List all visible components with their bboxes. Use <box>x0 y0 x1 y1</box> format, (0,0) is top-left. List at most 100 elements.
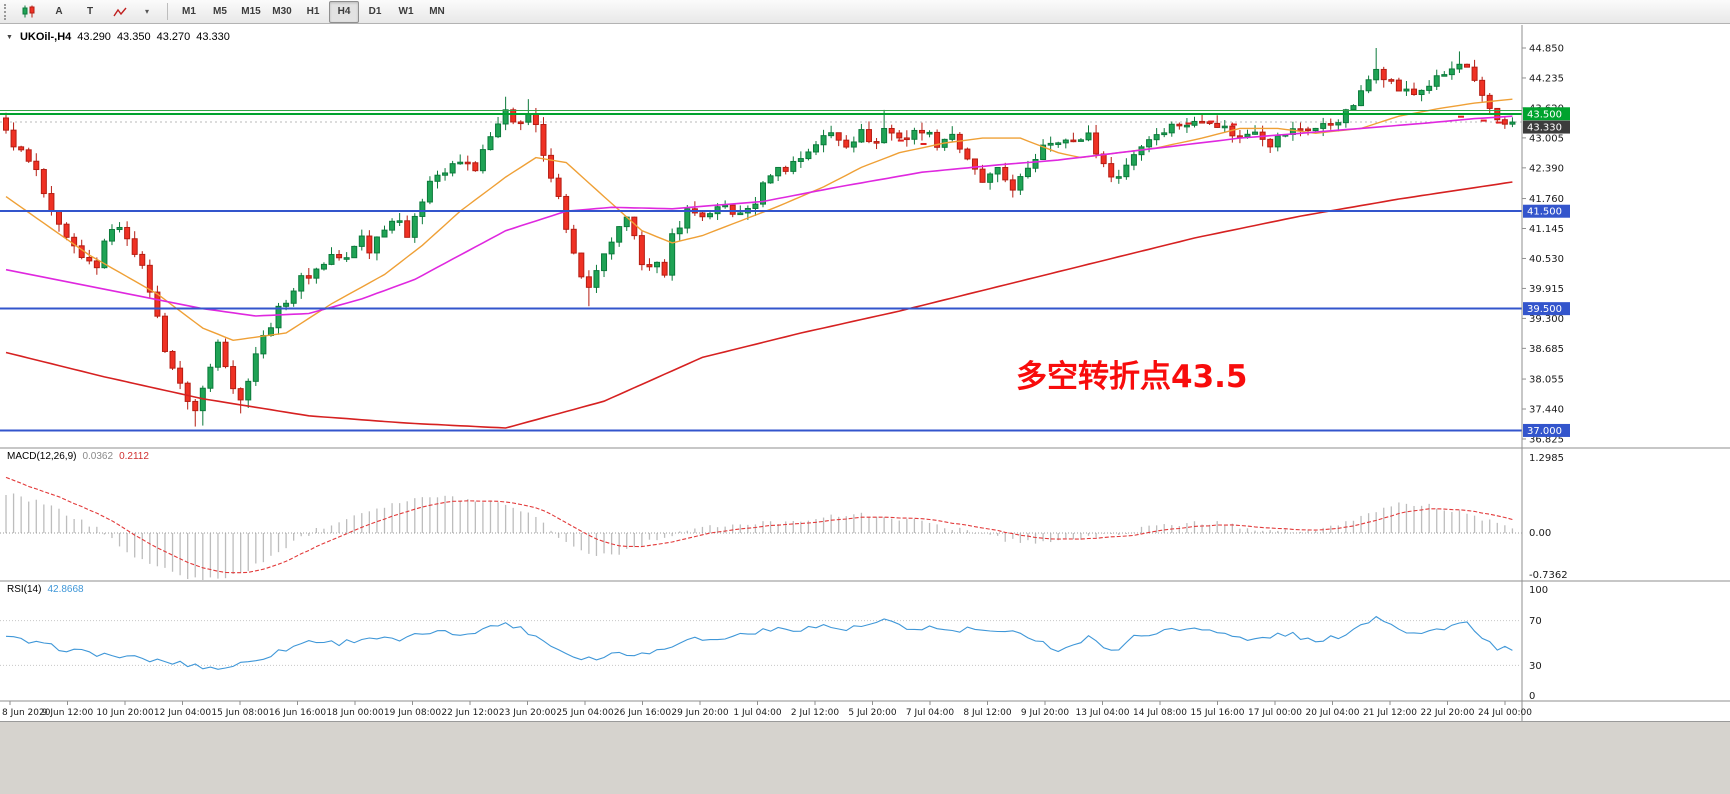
chart-high-value: 43.350 <box>116 31 151 43</box>
zigzag-tool-button[interactable] <box>106 1 134 23</box>
svg-text:17 Jul 00:00: 17 Jul 00:00 <box>1248 708 1302 718</box>
chart-canvas[interactable]: 44.85044.23543.62043.00542.39041.76041.1… <box>0 25 1730 721</box>
svg-text:10 Jun 20:00: 10 Jun 20:00 <box>96 708 153 718</box>
svg-text:44.235: 44.235 <box>1529 73 1564 84</box>
chart-symbol-label: UKOil-,H4 <box>19 31 72 43</box>
svg-text:36.825: 36.825 <box>1529 434 1564 445</box>
ma-mid-line <box>5 115 1513 317</box>
svg-text:8 Jul 12:00: 8 Jul 12:00 <box>963 708 1012 718</box>
svg-text:41.760: 41.760 <box>1529 194 1564 205</box>
svg-text:22 Jul 20:00: 22 Jul 20:00 <box>1421 708 1475 718</box>
svg-text:23 Jun 20:00: 23 Jun 20:00 <box>499 708 556 718</box>
timeframe-button-m1[interactable]: M1 <box>182 6 196 17</box>
svg-text:20 Jul 04:00: 20 Jul 04:00 <box>1306 708 1360 718</box>
text-annotation-button[interactable]: A <box>55 6 63 17</box>
macd-main-value: 0.0362 <box>82 451 114 462</box>
macd-axis: 1.2985 0.00 -0.7362 <box>1529 453 1568 581</box>
toolbar-separator <box>167 3 168 20</box>
svg-text:21 Jul 12:00: 21 Jul 12:00 <box>1363 708 1417 718</box>
svg-text:7 Jul 04:00: 7 Jul 04:00 <box>906 708 955 718</box>
svg-text:15 Jun 08:00: 15 Jun 08:00 <box>211 708 268 718</box>
chart-title: ▼ UKOil-,H4 43.290 43.350 43.270 43.330 <box>6 31 230 43</box>
timeframe-button-d1[interactable]: D1 <box>368 6 382 17</box>
macd-histogram <box>0 493 1522 581</box>
svg-text:41.145: 41.145 <box>1529 224 1564 235</box>
macd-signal-value: 0.2112 <box>119 451 149 462</box>
svg-text:15 Jul 16:00: 15 Jul 16:00 <box>1191 708 1245 718</box>
svg-text:5 Jul 20:00: 5 Jul 20:00 <box>848 708 897 718</box>
toolbar: A T ▾ M1 M5 M15 M30 H1 H4 D1 W1 MN <box>0 0 1730 24</box>
chart-low-value: 43.270 <box>156 31 191 43</box>
panel-borders <box>0 25 1730 721</box>
svg-text:43.005: 43.005 <box>1529 133 1564 144</box>
rsi-axis: 100 70 30 0 <box>1529 585 1548 702</box>
candlestick-chart-icon <box>22 5 35 18</box>
macd-panel-label: MACD(12,26,9) 0.0362 0.2112 <box>7 451 149 462</box>
svg-text:18 Jun 00:00: 18 Jun 00:00 <box>326 708 383 718</box>
chart-background <box>0 25 1730 721</box>
timeframe-button-h4[interactable]: H4 <box>329 0 359 23</box>
svg-text:8 Jun 2020: 8 Jun 2020 <box>2 708 51 718</box>
svg-text:16 Jun 16:00: 16 Jun 16:00 <box>269 708 326 718</box>
svg-text:0: 0 <box>1529 691 1535 702</box>
chart-close-value: 43.330 <box>196 31 230 43</box>
svg-text:1 Jul 04:00: 1 Jul 04:00 <box>733 708 782 718</box>
svg-text:24 Jul 00:00: 24 Jul 00:00 <box>1478 708 1532 718</box>
svg-text:42.390: 42.390 <box>1529 163 1564 174</box>
svg-text:19 Jun 08:00: 19 Jun 08:00 <box>384 708 441 718</box>
svg-text:12 Jun 04:00: 12 Jun 04:00 <box>154 708 211 718</box>
svg-text:41.500: 41.500 <box>1527 207 1562 218</box>
svg-text:25 Jun 04:00: 25 Jun 04:00 <box>556 708 613 718</box>
timeframe-button-m30[interactable]: M30 <box>272 6 292 17</box>
svg-text:9 Jun 12:00: 9 Jun 12:00 <box>42 708 94 718</box>
candlestick-chart-button[interactable] <box>15 1 43 23</box>
text-label-button[interactable]: T <box>86 6 94 17</box>
timeframe-button-m5[interactable]: M5 <box>213 6 227 17</box>
rsi-line <box>5 615 1513 670</box>
timeframe-button-h1[interactable]: H1 <box>306 6 320 17</box>
svg-text:0.00: 0.00 <box>1529 528 1551 539</box>
chart-open-value: 43.290 <box>77 31 111 43</box>
chart-area: 44.85044.23543.62043.00542.39041.76041.1… <box>0 25 1730 721</box>
svg-text:2 Jul 12:00: 2 Jul 12:00 <box>791 708 840 718</box>
trade-markers <box>897 115 1502 145</box>
toolbar-drag-handle[interactable] <box>4 3 10 20</box>
svg-text:1.2985: 1.2985 <box>1529 453 1564 464</box>
annotation-text: 多空转折点43.5 <box>1016 359 1248 395</box>
timeframe-group: M1 M5 M15 M30 H1 H4 D1 W1 MN <box>174 0 452 23</box>
macd-signal-line <box>5 476 1513 574</box>
svg-text:9 Jul 20:00: 9 Jul 20:00 <box>1021 708 1070 718</box>
chart-collapse-icon[interactable]: ▼ <box>6 33 13 41</box>
svg-text:38.055: 38.055 <box>1529 375 1564 386</box>
svg-text:39.915: 39.915 <box>1529 284 1564 295</box>
rsi-panel-label: RSI(14) 42.8668 <box>7 584 84 595</box>
window-bottom-area <box>0 721 1730 794</box>
svg-text:29 Jun 20:00: 29 Jun 20:00 <box>671 708 728 718</box>
horizontal-lines <box>0 110 1522 432</box>
ma-fast-line <box>5 98 1513 342</box>
zigzag-icon <box>113 7 127 16</box>
rsi-value: 42.8668 <box>47 584 84 595</box>
svg-text:22 Jun 12:00: 22 Jun 12:00 <box>441 708 498 718</box>
svg-text:70: 70 <box>1529 616 1542 627</box>
rsi-title: RSI(14) <box>7 584 42 595</box>
timeframe-button-mn[interactable]: MN <box>429 6 445 17</box>
svg-text:39.500: 39.500 <box>1527 304 1562 315</box>
svg-text:100: 100 <box>1529 585 1548 596</box>
svg-text:26 Jun 16:00: 26 Jun 16:00 <box>614 708 671 718</box>
svg-text:43.330: 43.330 <box>1527 123 1562 134</box>
macd-title: MACD(12,26,9) <box>7 451 77 462</box>
svg-text:37.440: 37.440 <box>1529 405 1564 416</box>
timeframe-button-m15[interactable]: M15 <box>241 6 261 17</box>
svg-text:39.300: 39.300 <box>1529 314 1564 325</box>
svg-text:40.530: 40.530 <box>1529 254 1564 265</box>
ma-slow-line <box>5 181 1513 429</box>
timeframe-button-w1[interactable]: W1 <box>398 6 414 17</box>
svg-text:38.685: 38.685 <box>1529 344 1564 355</box>
svg-text:37.000: 37.000 <box>1527 426 1562 437</box>
toolbar-dropdown-button[interactable]: ▾ <box>144 7 149 16</box>
svg-text:-0.7362: -0.7362 <box>1529 570 1568 581</box>
svg-text:13 Jul 04:00: 13 Jul 04:00 <box>1076 708 1130 718</box>
svg-text:14 Jul 08:00: 14 Jul 08:00 <box>1133 708 1187 718</box>
